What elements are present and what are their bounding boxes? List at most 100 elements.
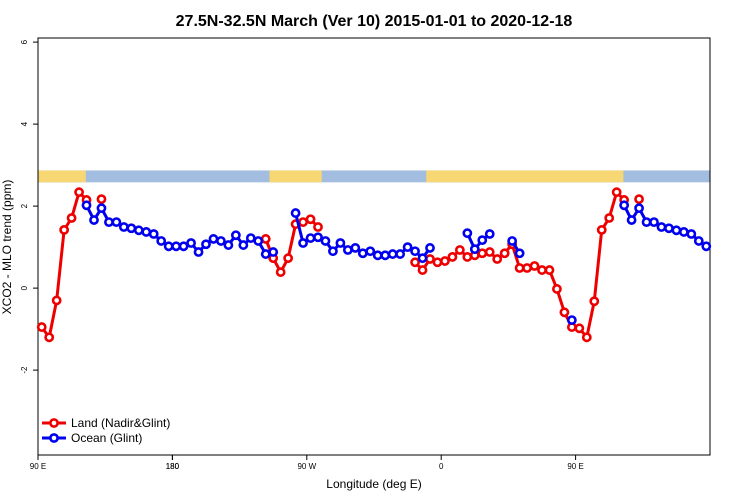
data-point bbox=[66, 213, 77, 223]
x-tick-label: 90 E bbox=[567, 462, 583, 471]
land-strip bbox=[38, 170, 86, 183]
data-point bbox=[253, 236, 264, 246]
data-point bbox=[201, 239, 211, 250]
data-point bbox=[664, 223, 674, 234]
data-point bbox=[298, 238, 308, 248]
data-point bbox=[290, 208, 301, 218]
data-point bbox=[484, 229, 495, 239]
data-point bbox=[283, 253, 294, 264]
data-point bbox=[477, 248, 488, 259]
ocean-strip bbox=[38, 170, 710, 183]
data-point bbox=[89, 215, 99, 225]
plot-frame bbox=[37, 37, 711, 456]
data-point bbox=[387, 249, 398, 259]
y-tick-label: 2 bbox=[20, 203, 29, 208]
data-point bbox=[186, 238, 196, 248]
data-point bbox=[514, 248, 525, 259]
data-point bbox=[148, 229, 159, 239]
data-point bbox=[96, 194, 107, 205]
data-point bbox=[656, 222, 667, 232]
data-point bbox=[499, 248, 510, 259]
data-point bbox=[193, 247, 204, 257]
data-point bbox=[596, 224, 607, 235]
data-point bbox=[566, 315, 577, 326]
series-line bbox=[42, 192, 639, 337]
data-point bbox=[402, 242, 413, 253]
data-point bbox=[372, 250, 383, 261]
data-point bbox=[492, 254, 503, 264]
data-point bbox=[552, 284, 562, 294]
data-point bbox=[477, 235, 488, 246]
data-point bbox=[260, 249, 271, 259]
x-tick-label: 180 bbox=[166, 462, 180, 471]
data-point bbox=[171, 241, 182, 252]
data-point bbox=[350, 243, 361, 253]
y-axis-label: XCO2 - MLO trend (ppm) bbox=[0, 180, 14, 315]
y-tick-label: 4 bbox=[20, 121, 29, 126]
data-point bbox=[36, 322, 47, 332]
data-point bbox=[611, 187, 622, 198]
data-point bbox=[537, 265, 547, 275]
data-point bbox=[641, 217, 652, 228]
data-point bbox=[589, 296, 600, 307]
data-point bbox=[126, 223, 137, 234]
data-point bbox=[44, 332, 55, 343]
data-point bbox=[649, 217, 659, 228]
data-point bbox=[693, 236, 704, 246]
data-point bbox=[559, 307, 570, 318]
data-point bbox=[260, 234, 271, 244]
data-point bbox=[514, 263, 525, 273]
data-point bbox=[96, 203, 107, 214]
data-point bbox=[440, 256, 450, 266]
chart-title: 27.5N-32.5N March (Ver 10) 2015-01-01 to… bbox=[176, 13, 573, 30]
data-point bbox=[671, 225, 682, 236]
data-point bbox=[268, 247, 279, 257]
data-point bbox=[223, 240, 234, 250]
data-point bbox=[522, 263, 532, 273]
data-point bbox=[544, 265, 555, 275]
data-point bbox=[417, 265, 428, 275]
legend-label: Ocean (Glint) bbox=[71, 431, 142, 445]
x-tick-label: 90 W bbox=[297, 462, 316, 471]
data-point bbox=[59, 224, 70, 235]
data-point bbox=[133, 225, 144, 236]
data-point bbox=[454, 245, 465, 255]
data-point bbox=[462, 228, 473, 239]
land-strip bbox=[426, 170, 624, 183]
data-point bbox=[425, 243, 435, 253]
data-point bbox=[469, 244, 480, 255]
y-tick-label: 0 bbox=[20, 285, 29, 290]
series-line bbox=[85, 204, 708, 261]
y-tick-label: -2 bbox=[20, 366, 29, 374]
land-strip bbox=[269, 170, 322, 183]
data-point bbox=[529, 261, 540, 271]
data-point bbox=[447, 252, 458, 262]
data-point bbox=[380, 250, 391, 261]
data-point bbox=[619, 200, 630, 211]
y-tick-label: 6 bbox=[20, 39, 29, 44]
data-point bbox=[163, 241, 174, 252]
data-point bbox=[230, 230, 241, 241]
data-point bbox=[328, 246, 338, 257]
data-point bbox=[634, 194, 644, 205]
data-point bbox=[216, 236, 226, 246]
data-point bbox=[634, 203, 644, 214]
data-point bbox=[313, 232, 323, 243]
data-point bbox=[410, 246, 420, 257]
data-point bbox=[313, 222, 323, 232]
data-point bbox=[342, 245, 353, 255]
data-point bbox=[51, 295, 62, 306]
data-point bbox=[365, 246, 376, 257]
data-point bbox=[305, 233, 316, 243]
data-point bbox=[178, 241, 189, 252]
data-point bbox=[395, 249, 406, 259]
data-point bbox=[111, 217, 122, 228]
data-point bbox=[245, 233, 256, 243]
data-point bbox=[74, 187, 84, 198]
data-point bbox=[462, 252, 473, 262]
data-point bbox=[104, 217, 114, 228]
x-tick-label: 0 bbox=[439, 462, 444, 471]
data-point bbox=[357, 248, 368, 259]
data-point bbox=[410, 257, 420, 268]
